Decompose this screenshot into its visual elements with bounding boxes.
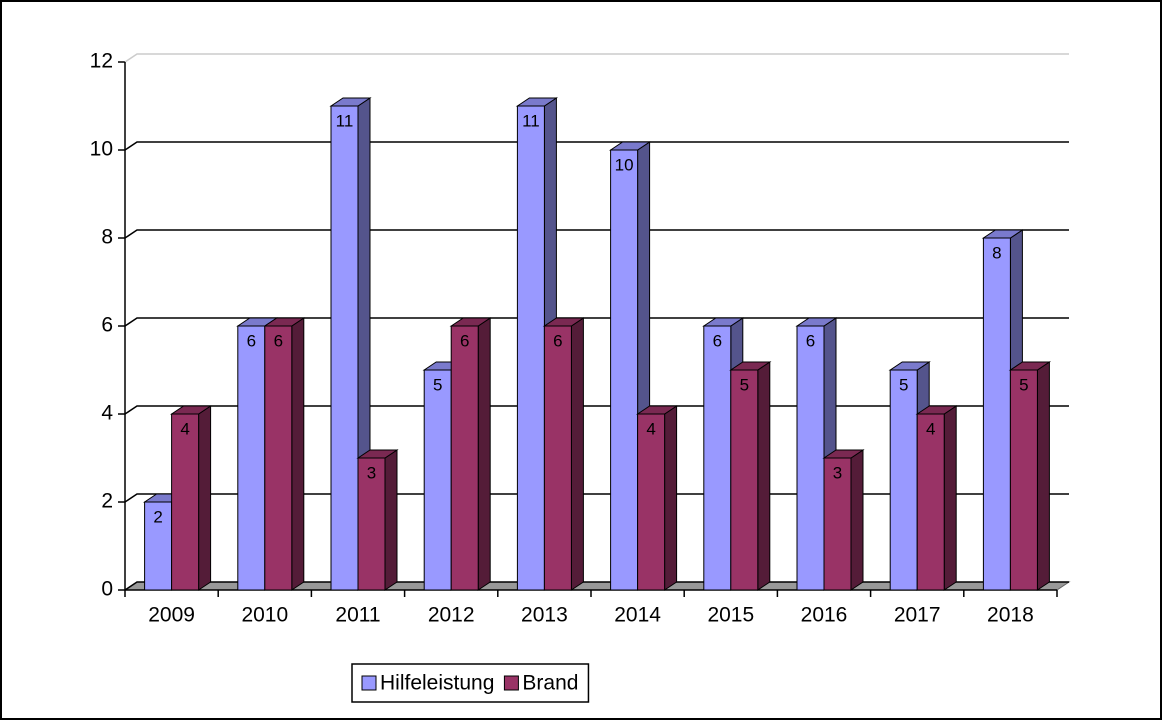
x-tick-label: 2009 bbox=[148, 604, 195, 627]
bar-front bbox=[450, 325, 479, 591]
y-tick-label: 0 bbox=[101, 578, 113, 601]
y-tick-label: 12 bbox=[90, 50, 113, 73]
value-label: 6 bbox=[247, 331, 256, 350]
legend-box bbox=[351, 663, 590, 703]
bar-front bbox=[637, 413, 666, 591]
bar-front bbox=[610, 149, 639, 591]
grid-line bbox=[124, 317, 1069, 327]
bar-side bbox=[477, 317, 491, 591]
bar-front bbox=[516, 105, 545, 591]
bar bbox=[915, 405, 958, 591]
y-tick-label: 2 bbox=[101, 490, 113, 513]
x-tick-label: 2014 bbox=[614, 604, 661, 627]
bar bbox=[263, 317, 306, 591]
bar bbox=[1008, 361, 1052, 591]
grid-line bbox=[124, 141, 1069, 151]
bar-front bbox=[823, 457, 852, 591]
value-label: 10 bbox=[615, 155, 634, 174]
value-label: 6 bbox=[274, 331, 283, 350]
bar-front bbox=[916, 413, 945, 591]
grid-line bbox=[124, 229, 1069, 239]
bar-front bbox=[330, 105, 359, 591]
grid-line bbox=[124, 53, 1069, 63]
bar-side bbox=[757, 361, 771, 591]
x-tick-label: 2015 bbox=[707, 604, 754, 627]
legend-swatch bbox=[361, 675, 377, 691]
bar-side bbox=[291, 317, 305, 591]
value-label: 11 bbox=[522, 111, 540, 130]
y-tick-label: 10 bbox=[90, 138, 113, 161]
bar-front bbox=[889, 369, 918, 591]
x-tick-label: 2011 bbox=[335, 604, 380, 627]
bar bbox=[356, 449, 399, 591]
x-tick-label: 2017 bbox=[894, 604, 941, 627]
value-label: 4 bbox=[180, 419, 189, 438]
legend-swatch bbox=[503, 675, 519, 691]
value-label: 3 bbox=[833, 463, 842, 482]
bar-side bbox=[1036, 361, 1050, 591]
bar-front bbox=[171, 413, 200, 591]
y-tick-label: 8 bbox=[101, 226, 113, 249]
bar-front bbox=[703, 325, 732, 591]
bar bbox=[169, 405, 213, 591]
value-label: 5 bbox=[433, 375, 442, 394]
x-tick-label: 2018 bbox=[987, 604, 1034, 627]
bar-front bbox=[423, 369, 452, 591]
value-label: 2 bbox=[153, 507, 162, 526]
bar-front bbox=[264, 325, 293, 591]
y-tick-label: 6 bbox=[101, 314, 113, 337]
bar-side bbox=[570, 317, 584, 591]
bar-front bbox=[237, 325, 266, 591]
y-tick-label: 4 bbox=[101, 402, 113, 425]
bar-side bbox=[384, 449, 398, 591]
legend-label: Brand bbox=[522, 672, 578, 695]
value-label: 5 bbox=[899, 375, 908, 394]
bar-front bbox=[796, 325, 825, 591]
bar-front bbox=[543, 325, 572, 591]
bar-front bbox=[730, 369, 759, 591]
bar-front bbox=[357, 457, 386, 591]
x-tick-label: 2013 bbox=[521, 604, 568, 627]
value-label: 3 bbox=[367, 463, 376, 482]
value-label: 4 bbox=[926, 419, 935, 438]
x-tick-label: 2012 bbox=[428, 604, 475, 627]
bar-front bbox=[1009, 369, 1038, 591]
value-label: 6 bbox=[553, 331, 562, 350]
value-label: 6 bbox=[713, 331, 722, 350]
bar-side bbox=[664, 405, 678, 591]
value-label: 5 bbox=[740, 375, 749, 394]
bar-front bbox=[982, 237, 1011, 591]
x-tick-label: 2010 bbox=[241, 604, 288, 627]
bar bbox=[822, 449, 865, 591]
bar bbox=[449, 317, 492, 591]
value-label: 8 bbox=[992, 243, 1001, 262]
x-tick-label: 2016 bbox=[801, 604, 848, 627]
bar bbox=[542, 317, 586, 591]
value-label: 5 bbox=[1019, 375, 1028, 394]
bar-side bbox=[850, 449, 864, 591]
legend: Hilfeleistung Brand bbox=[351, 663, 590, 703]
value-label: 11 bbox=[336, 111, 354, 130]
legend-label: Hilfeleistung bbox=[380, 672, 494, 695]
bar-side bbox=[198, 405, 212, 591]
bar-side bbox=[943, 405, 957, 591]
bar bbox=[635, 405, 679, 591]
value-label: 6 bbox=[460, 331, 469, 350]
bar bbox=[729, 361, 772, 591]
bar-front bbox=[144, 501, 173, 591]
value-label: 6 bbox=[806, 331, 815, 350]
value-label: 4 bbox=[646, 419, 655, 438]
